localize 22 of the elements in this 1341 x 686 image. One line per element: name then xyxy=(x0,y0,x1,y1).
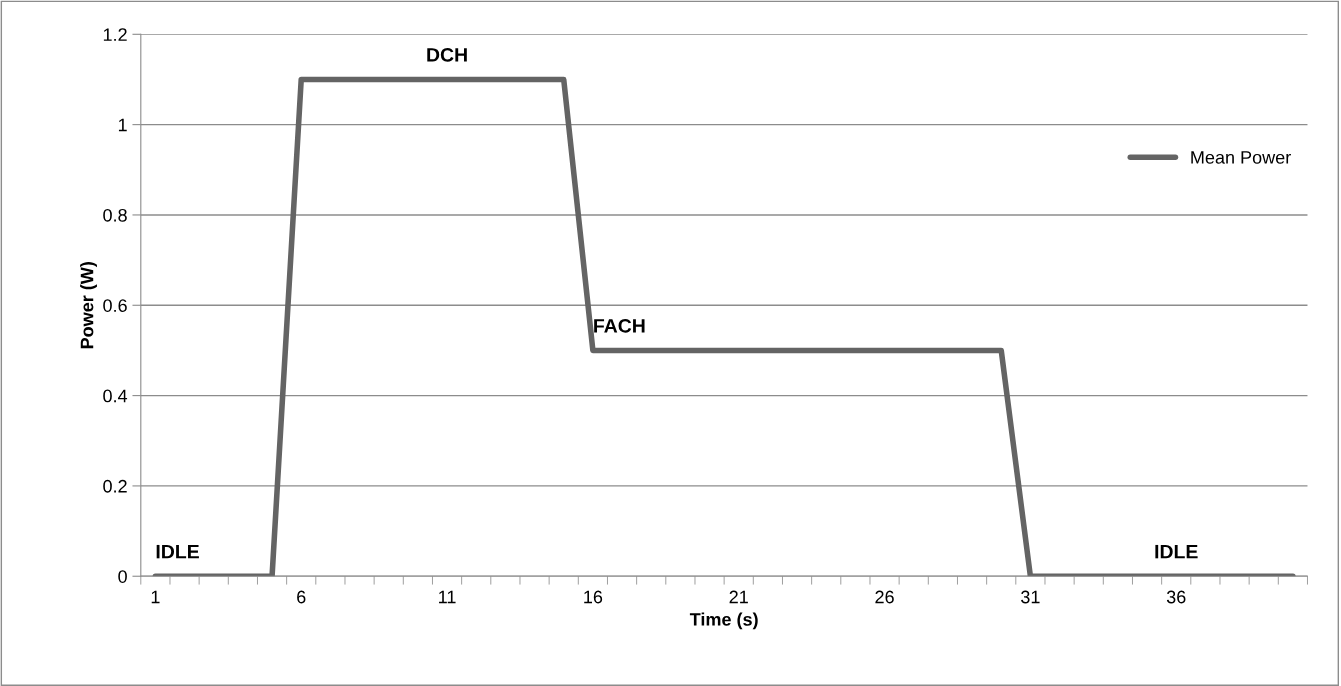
annotation: IDLE xyxy=(1155,544,1198,559)
y-tick-label: 0.2 xyxy=(103,479,127,493)
y-tick-label: 0.6 xyxy=(103,299,127,312)
x-tick-label: 11 xyxy=(439,590,456,604)
annotation: IDLE xyxy=(156,544,199,559)
annotation: FACH xyxy=(594,318,645,333)
x-tick-label: 16 xyxy=(584,590,603,604)
y-tick-label: 0.4 xyxy=(103,389,128,403)
x-tick-label: 1 xyxy=(151,590,160,604)
legend-label: Mean Power xyxy=(1191,151,1291,164)
y-tick-label: 1.2 xyxy=(103,28,127,41)
y-axis-title: Power (W) xyxy=(80,262,97,349)
x-tick-label: 31 xyxy=(1021,590,1040,604)
annotation: DCH xyxy=(427,47,467,62)
y-tick-label: 1 xyxy=(118,118,127,132)
x-tick-label: 6 xyxy=(297,590,306,604)
y-tick-label: 0.8 xyxy=(103,208,127,222)
x-axis-title: Time (s) xyxy=(689,612,758,630)
x-tick-label: 21 xyxy=(729,590,748,604)
x-tick-label: 36 xyxy=(1166,590,1186,604)
y-tick-label: 0 xyxy=(118,570,127,583)
x-tick-label: 26 xyxy=(875,590,894,604)
